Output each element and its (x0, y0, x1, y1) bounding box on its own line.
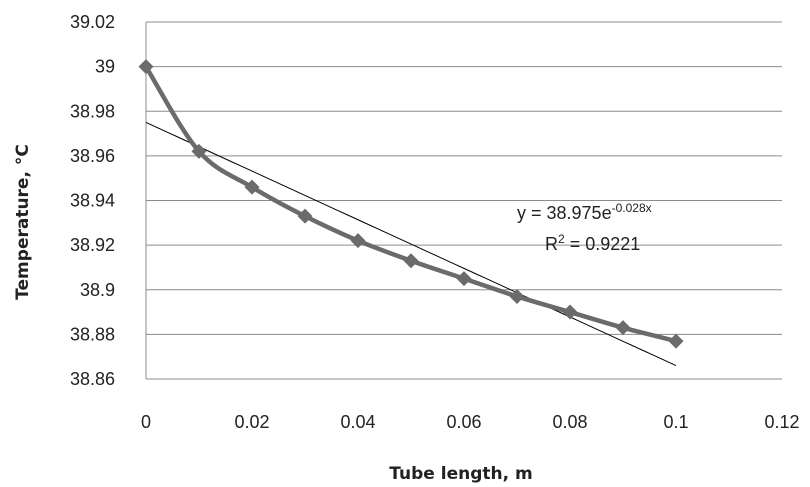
x-axis-title: Tube length, m (389, 464, 532, 484)
y-tick-label: 38.9 (80, 280, 115, 300)
data-point-marker (615, 320, 631, 336)
data-point-marker (562, 304, 578, 320)
data-point-marker (138, 59, 154, 75)
x-tick-label: 0.08 (552, 412, 587, 432)
r-squared-value: = 0.9221 (565, 234, 641, 254)
marker-layer (138, 59, 684, 349)
trendline-equation-base: y = 38.975e (517, 203, 612, 223)
r-squared-prefix: R (545, 234, 558, 254)
data-point-marker (668, 333, 684, 349)
y-tick-label: 38.96 (70, 146, 115, 166)
x-tick-label: 0.1 (663, 412, 688, 432)
grid-layer (145, 21, 782, 380)
y-tick-labels: 38.86 38.88 38.9 38.92 38.94 38.96 38.98 39 39.0… (70, 12, 115, 389)
y-tick-label: 38.88 (70, 324, 115, 344)
data-point-marker (403, 253, 419, 269)
y-tick-label: 38.98 (70, 101, 115, 121)
x-tick-label: 0 (141, 412, 151, 432)
trendline-equation: y = 38.975e-0.028x (517, 201, 652, 223)
x-tick-label: 0.12 (764, 412, 799, 432)
data-point-marker (456, 271, 472, 287)
y-tick-label: 38.92 (70, 235, 115, 255)
series-line (143, 64, 679, 344)
y-tick-label: 38.86 (70, 369, 115, 389)
data-point-marker (297, 208, 313, 224)
y-tick-label: 38.94 (70, 191, 115, 211)
data-point-marker (244, 179, 260, 195)
x-tick-label: 0.06 (446, 412, 481, 432)
trendline (145, 121, 677, 367)
data-point-marker (509, 288, 525, 304)
y-tick-label: 39.02 (70, 12, 115, 32)
y-axis-title: Temperature, °C (13, 144, 33, 300)
r-squared-label: R2 = 0.9221 (545, 232, 640, 254)
x-tick-label: 0.02 (234, 412, 269, 432)
x-tick-labels: 0 0.02 0.04 0.06 0.08 0.1 0.12 (141, 412, 800, 432)
trendline-equation-exponent: -0.028x (612, 201, 652, 215)
r-squared-superscript: 2 (558, 232, 565, 246)
data-point-marker (350, 233, 366, 249)
trend-layer (145, 121, 677, 367)
data-point-marker (191, 143, 207, 159)
x-tick-label: 0.04 (340, 412, 375, 432)
series-layer (143, 64, 679, 344)
y-tick-label: 39 (95, 57, 115, 77)
